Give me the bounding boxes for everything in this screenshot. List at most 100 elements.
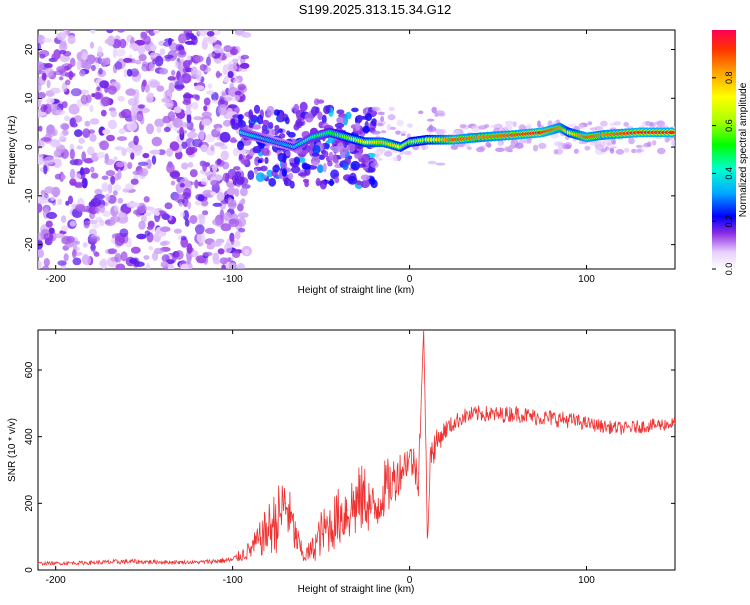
spectrogram-cell (90, 172, 99, 179)
spectrogram-cell (301, 162, 308, 170)
spectrogram-cell (58, 76, 64, 81)
spectrogram-cell (250, 114, 258, 123)
spectrogram-cell (587, 121, 593, 126)
spectrogram-cell (321, 114, 327, 125)
spectrogram-cell (261, 129, 270, 135)
spectrogram-cell (194, 179, 199, 189)
spectrogram-cell (377, 122, 384, 127)
colorbar-label: Normalized spectral amplitude (738, 82, 749, 217)
spectrogram-cell (193, 116, 204, 121)
spectrogram-cell (257, 114, 264, 125)
ridge-point (240, 131, 243, 133)
spectrogram-cell (194, 55, 204, 63)
spectrogram-cell (100, 58, 107, 68)
spectrogram-cell (123, 57, 133, 63)
spectrogram-cell (471, 125, 481, 132)
spectrogram-cell (54, 173, 62, 180)
spectrogram-cell (227, 104, 238, 109)
spectrogram-cell (219, 257, 228, 265)
spectrogram-cell (145, 30, 151, 34)
spectrogram-cell (75, 204, 86, 212)
spectrogram-cell (497, 141, 503, 147)
spectrogram-cell (151, 136, 162, 147)
spectrogram-cell (192, 138, 203, 148)
spectrogram-cell (281, 168, 288, 177)
spectrogram-cell (180, 122, 191, 128)
snr-point (285, 502, 287, 504)
snr-point (656, 424, 658, 426)
spectrogram-cell (59, 54, 70, 63)
spectrogram-cell (137, 45, 146, 55)
spectrogram-cell (223, 211, 232, 222)
spectrogram-cell (240, 54, 250, 60)
spectrogram-cell (609, 148, 614, 152)
spectrogram-cell (553, 149, 559, 155)
spectrogram-cell (213, 123, 223, 129)
snr-point (515, 412, 517, 414)
spectrogram-cell (190, 250, 199, 258)
spectrogram-cell (267, 121, 274, 129)
spectrogram-cell (90, 198, 102, 207)
spectrogram-cell (78, 137, 86, 144)
spectrogram-cell (152, 251, 159, 261)
snr-point (302, 556, 304, 558)
spectrogram-cell (173, 106, 182, 114)
snr-x-ticks: -200 -100 0 100 (46, 330, 595, 586)
spectrogram-cell (104, 158, 115, 166)
spectrogram-cell (223, 75, 230, 83)
spectrogram-cell (143, 255, 150, 260)
spectrogram-cell (64, 79, 71, 86)
spectrogram-cell (80, 167, 85, 176)
spectrogram-cell (537, 120, 541, 127)
spectrogram-cell (194, 224, 205, 235)
spectrogram-cell (60, 174, 66, 180)
spectrogram-cell (228, 218, 240, 228)
spectrogram-cell (107, 248, 118, 255)
spectrogram-cell (114, 146, 124, 151)
ridge-point (603, 134, 605, 136)
spectrogram-cell (124, 183, 135, 191)
spectrogram-cell (417, 110, 424, 115)
spectrogram-cell (45, 128, 56, 138)
snr-point (479, 412, 481, 414)
spectrogram-cell (97, 45, 103, 57)
snr-point (426, 529, 428, 531)
ridge-point (541, 131, 543, 133)
spectrogram-cell (182, 99, 192, 105)
spectrogram-cell (223, 243, 232, 254)
spectrogram-cell (237, 217, 247, 227)
spectrogram-cell (178, 76, 183, 85)
y-tick-label: 10 (24, 92, 35, 104)
snr-point (294, 532, 296, 534)
snr-point (621, 427, 623, 429)
spectrogram-cell (69, 178, 77, 186)
spectrogram-cell (59, 131, 64, 140)
spectrogram-cell (234, 230, 241, 240)
spectrogram-cell (150, 52, 158, 58)
spectrogram-cell (396, 119, 404, 127)
spectrogram-cell (183, 210, 189, 221)
spectrogram-cell (652, 140, 657, 146)
snr-point (497, 414, 499, 416)
spectrogram-cell (244, 249, 250, 255)
spectrogram-cell (149, 149, 161, 155)
spectrogram-y-ticks: -20 -10 0 10 20 (24, 44, 675, 252)
spectrogram-x-ticks: -200 -100 0 100 (46, 30, 595, 285)
spectrogram-cell (183, 59, 191, 69)
spectrogram-cell (142, 152, 150, 159)
spectrogram-cell (624, 147, 630, 153)
spectrogram-cell (53, 150, 60, 158)
spectrogram-cell (38, 50, 50, 58)
spectrogram-cell (43, 164, 48, 175)
spectrogram-cell (154, 55, 164, 67)
spectrogram-cell (589, 127, 598, 131)
y-tick-label: 0 (24, 567, 35, 573)
x-tick-label: -100 (223, 274, 243, 285)
spectrogram-cell (46, 97, 55, 104)
spectrogram-cell (504, 120, 514, 126)
spectrogram-cell (146, 225, 154, 230)
spectrogram-cell (81, 52, 88, 61)
snr-point (586, 422, 587, 424)
spectrogram-cell (43, 258, 50, 267)
